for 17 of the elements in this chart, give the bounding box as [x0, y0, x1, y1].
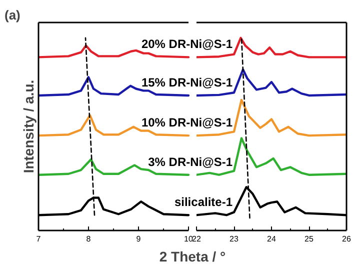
series-label: 3% DR-Ni@S-1 [148, 154, 233, 169]
x-tick-label: 9 [136, 234, 142, 244]
x-tick-label: 25 [304, 234, 314, 244]
y-axis-title: Intensity / a.u. [20, 80, 36, 174]
chart-title: (a) [4, 8, 20, 22]
x-tick-label: 8 [86, 234, 92, 244]
x-axis-title: 2 Theta / ° [159, 248, 226, 264]
x-tick-label: 26 [342, 234, 352, 244]
series-label: 20% DR-Ni@S-1 [141, 37, 233, 52]
series-label: silicalite-1 [174, 195, 233, 210]
x-tick-label: 22 [192, 234, 202, 244]
series-label: 10% DR-Ni@S-1 [141, 116, 233, 130]
x-tick-label: 23 [230, 234, 239, 244]
x-tick-label: 7 [36, 234, 42, 244]
x-tick-label: 24 [267, 234, 276, 244]
x-tick-label: 10 [184, 234, 194, 244]
series-label: 15% DR-Ni@S-1 [141, 75, 233, 90]
